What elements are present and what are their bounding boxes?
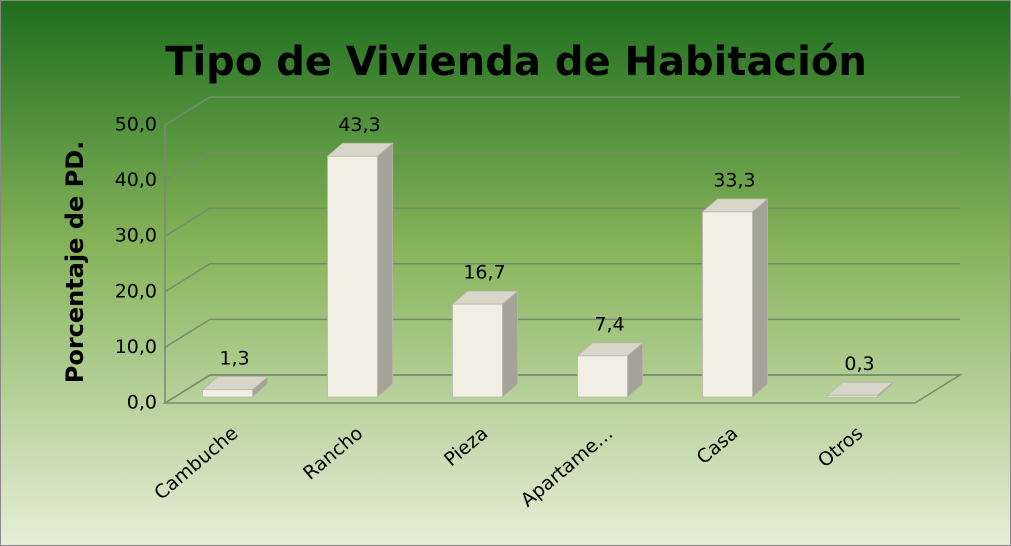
bar: [701, 197, 769, 398]
y-tick-label: 10,0: [115, 336, 157, 358]
y-tick-label: 0,0: [127, 392, 157, 414]
bar-front: [577, 355, 628, 398]
bar: [451, 290, 519, 398]
data-label: 7,4: [594, 313, 624, 335]
bar-front: [827, 394, 878, 398]
bar: [326, 142, 394, 398]
grid-line: [164, 96, 960, 126]
data-label: 16,7: [463, 262, 505, 284]
bar-side: [377, 142, 393, 398]
bar: [826, 381, 894, 398]
bar-front: [327, 155, 378, 398]
bar-front: [202, 389, 253, 398]
bar-front: [452, 303, 503, 398]
bar-side: [502, 290, 518, 398]
data-label: 43,3: [338, 114, 380, 136]
y-tick-label: 50,0: [115, 114, 157, 136]
y-axis-label: Porcentaje de PD.: [61, 141, 89, 383]
bar-side: [752, 197, 768, 398]
bar: [201, 375, 269, 398]
data-label: 1,3: [219, 347, 249, 369]
bar: [576, 341, 644, 398]
bar-front: [702, 211, 753, 398]
data-label: 0,3: [844, 353, 874, 375]
y-tick-label: 20,0: [115, 280, 157, 302]
chart-title: Tipo de Vivienda de Habitación: [165, 39, 867, 85]
y-tick-label: 40,0: [115, 169, 157, 191]
y-tick-label: 30,0: [115, 225, 157, 247]
data-label: 33,3: [713, 169, 755, 191]
grid-line: [164, 151, 960, 182]
